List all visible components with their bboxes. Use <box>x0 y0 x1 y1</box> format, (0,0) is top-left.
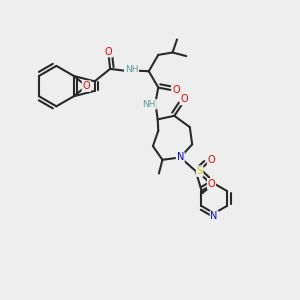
Text: O: O <box>208 155 215 165</box>
Text: NH: NH <box>125 65 138 74</box>
Text: O: O <box>208 179 215 189</box>
Text: O: O <box>82 81 90 91</box>
Text: O: O <box>172 85 180 95</box>
Text: O: O <box>105 46 112 57</box>
Text: O: O <box>181 94 188 104</box>
Text: N: N <box>211 211 218 221</box>
Text: S: S <box>196 166 203 176</box>
Text: NH: NH <box>142 100 156 109</box>
Text: N: N <box>177 152 184 162</box>
